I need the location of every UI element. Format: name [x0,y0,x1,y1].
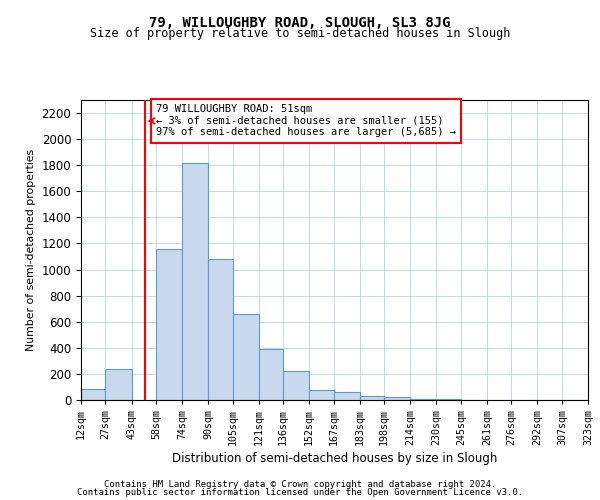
Bar [360,396,384,400]
Text: 79, WILLOUGHBY ROAD, SLOUGH, SL3 8JG: 79, WILLOUGHBY ROAD, SLOUGH, SL3 8JG [149,16,451,30]
Bar [182,162,208,400]
Text: Contains public sector information licensed under the Open Government Licence v3: Contains public sector information licen… [77,488,523,497]
Bar [259,349,283,400]
Text: 79 WILLOUGHBY ROAD: 51sqm
← 3% of semi-detached houses are smaller (155)
97% of : 79 WILLOUGHBY ROAD: 51sqm ← 3% of semi-d… [156,104,456,138]
Text: Size of property relative to semi-detached houses in Slough: Size of property relative to semi-detach… [90,27,510,40]
Bar [384,398,410,400]
Bar [208,259,233,400]
Bar [334,392,360,400]
Bar [106,368,131,400]
Bar [156,248,182,400]
Bar [410,398,436,400]
Bar [283,372,309,400]
Y-axis label: Number of semi-detached properties: Number of semi-detached properties [26,149,36,351]
Bar [81,389,106,400]
X-axis label: Distribution of semi-detached houses by size in Slough: Distribution of semi-detached houses by … [172,452,497,465]
Bar [309,390,334,400]
Text: Contains HM Land Registry data © Crown copyright and database right 2024.: Contains HM Land Registry data © Crown c… [104,480,496,489]
Bar [233,314,259,400]
